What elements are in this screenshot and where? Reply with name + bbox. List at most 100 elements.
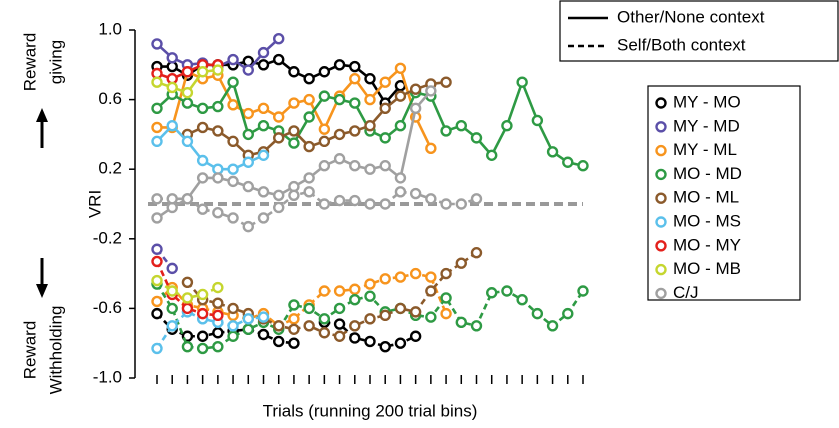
data-point [379, 273, 391, 285]
data-point [333, 330, 346, 342]
legend-label: MO - MD [673, 164, 742, 183]
data-point [288, 125, 300, 137]
data-point [212, 206, 224, 219]
data-point [212, 309, 224, 322]
data-point [318, 160, 331, 172]
data-point [196, 203, 209, 215]
data-point [303, 93, 315, 106]
data-point [212, 281, 224, 294]
data-point [409, 83, 422, 95]
data-point [349, 60, 361, 73]
data-point [409, 102, 422, 115]
data-point [288, 299, 300, 311]
data-point [166, 262, 178, 275]
data-point [166, 81, 178, 94]
data-point [349, 332, 361, 344]
data-point [409, 267, 422, 280]
data-point [181, 340, 194, 353]
legend-marker [655, 168, 667, 181]
legend-marker [655, 287, 667, 300]
data-point [151, 243, 163, 255]
data-point [440, 125, 452, 137]
data-point [181, 97, 194, 109]
data-point [257, 102, 270, 115]
data-point [364, 278, 376, 290]
data-point [196, 154, 209, 167]
y-annotation: Reward [20, 33, 39, 92]
data-point [242, 128, 254, 141]
data-point [425, 142, 437, 155]
data-point [288, 66, 300, 78]
data-point [227, 163, 239, 175]
data-point [364, 93, 376, 106]
data-point [455, 316, 467, 329]
data-point [409, 330, 422, 342]
data-point [257, 119, 270, 132]
data-point [151, 255, 163, 268]
data-point [181, 86, 194, 99]
data-point [257, 149, 270, 161]
data-point [257, 212, 270, 224]
data-point [242, 107, 254, 120]
data-point [333, 59, 346, 71]
data-point [288, 137, 300, 149]
data-point [394, 90, 407, 102]
data-point [242, 64, 254, 76]
data-point [516, 294, 528, 306]
data-point [379, 102, 391, 115]
data-point [196, 307, 209, 320]
data-point [318, 198, 331, 210]
data-point [181, 276, 194, 288]
data-point [242, 313, 254, 325]
y-annotation: giving [46, 40, 65, 84]
legend-marker [655, 121, 667, 133]
data-point [546, 146, 559, 158]
data-point [288, 189, 300, 202]
data-point [349, 294, 361, 306]
data-point [212, 297, 224, 309]
y-tick-label: 0.2 [98, 159, 122, 178]
data-point [196, 330, 209, 342]
data-point [166, 285, 178, 297]
data-point [242, 323, 254, 335]
legend-marker [655, 263, 667, 276]
data-point [212, 64, 224, 76]
series-line [156, 312, 295, 345]
data-point [196, 102, 209, 115]
data-point [409, 306, 422, 318]
data-point [379, 160, 391, 172]
data-point [425, 85, 437, 97]
y-tick-label: 1.0 [98, 19, 122, 38]
data-point [470, 193, 483, 205]
data-point [151, 102, 163, 115]
data-point [333, 318, 346, 330]
data-point [516, 76, 528, 88]
data-point [349, 283, 361, 295]
data-point [470, 132, 483, 144]
data-point [196, 172, 209, 184]
data-point [394, 271, 407, 283]
data-point [440, 292, 452, 304]
data-point [349, 125, 361, 137]
data-point [470, 247, 483, 259]
data-point [364, 163, 376, 175]
legend-marker [655, 192, 667, 204]
data-point [212, 172, 224, 184]
data-point [273, 132, 285, 144]
data-point [151, 342, 163, 355]
up-arrow [36, 108, 48, 148]
data-point [409, 187, 422, 200]
data-point [425, 285, 437, 297]
legend-marker [655, 216, 667, 228]
data-point [349, 73, 361, 85]
legend-box [647, 85, 801, 301]
data-point [318, 285, 331, 297]
linestyle-legend-label: Other/None context [617, 7, 765, 26]
data-point [425, 311, 437, 323]
data-point [151, 307, 163, 320]
data-point [273, 33, 285, 45]
data-point [166, 193, 178, 205]
x-axis-label: Trials (running 200 trial bins) [263, 401, 478, 420]
data-point [242, 180, 254, 193]
